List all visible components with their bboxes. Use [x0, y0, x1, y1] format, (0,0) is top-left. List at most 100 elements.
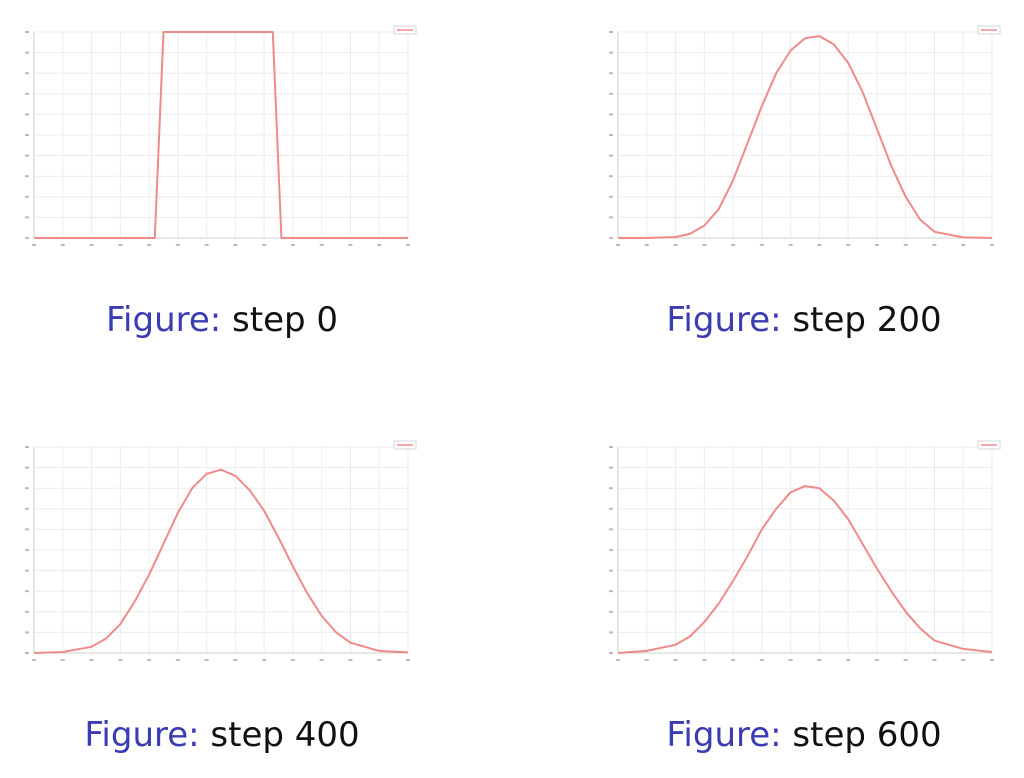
series-line	[618, 35, 993, 239]
y-tick-label	[609, 569, 613, 572]
caption-text: step 400	[210, 715, 360, 755]
x-tick-label	[233, 244, 238, 246]
y-tick-label	[609, 237, 613, 239]
y-tick-label	[609, 528, 613, 531]
y-tick-label	[25, 631, 29, 634]
x-tick-label	[319, 244, 324, 246]
chart-svg	[25, 440, 417, 661]
chart-svg	[609, 440, 1001, 661]
x-tick-label	[377, 244, 382, 246]
y-tick-label	[25, 31, 29, 33]
x-tick-label	[731, 659, 736, 661]
caption-step-0: Figure: step 0	[12, 300, 432, 340]
x-tick-label	[616, 659, 620, 661]
y-tick-label	[609, 113, 613, 116]
x-tick-label	[702, 659, 707, 661]
chart-step-600	[606, 435, 1006, 675]
x-tick-label	[759, 659, 764, 661]
caption-step-400: Figure: step 400	[12, 715, 432, 755]
y-tick-label	[609, 466, 613, 469]
caption-prefix: Figure:	[105, 300, 222, 340]
y-tick-label	[609, 652, 613, 654]
x-tick-label	[319, 659, 324, 661]
x-tick-label	[961, 244, 966, 246]
chart-step-400	[22, 435, 422, 675]
caption-text: step 600	[792, 715, 942, 755]
y-tick-label	[609, 31, 613, 33]
y-tick-label	[609, 446, 613, 448]
x-tick-label	[874, 659, 879, 661]
series-line	[617, 485, 993, 654]
y-tick-label	[25, 72, 29, 75]
y-tick-label	[25, 113, 29, 116]
x-tick-label	[731, 244, 736, 246]
y-tick-label	[609, 175, 613, 178]
x-tick-label	[961, 659, 966, 661]
x-tick-label	[874, 244, 879, 246]
x-tick-label	[118, 244, 123, 246]
x-tick-label	[932, 659, 937, 661]
y-tick-label	[25, 216, 29, 219]
y-tick-label	[25, 487, 29, 490]
x-tick-label	[673, 244, 678, 246]
x-tick-label	[377, 659, 382, 661]
x-tick-label	[903, 244, 908, 246]
series-line	[33, 468, 409, 654]
x-tick-label	[147, 244, 152, 246]
x-tick-label	[89, 659, 94, 661]
caption-prefix: Figure:	[666, 715, 782, 755]
x-tick-label	[175, 244, 180, 246]
y-tick-label	[25, 528, 29, 531]
x-tick-label	[990, 659, 994, 661]
y-tick-label	[609, 134, 613, 136]
x-tick-label	[89, 244, 94, 246]
chart-step-0	[22, 20, 422, 260]
y-tick-label	[25, 466, 29, 469]
x-tick-label	[846, 659, 851, 661]
y-tick-label	[609, 590, 613, 593]
x-tick-label	[290, 244, 295, 246]
series-line	[34, 31, 408, 239]
y-tick-label	[609, 195, 613, 198]
x-tick-label	[204, 244, 209, 246]
y-tick-label	[609, 631, 613, 634]
x-tick-label	[406, 244, 410, 246]
chart-svg	[609, 25, 1001, 246]
x-tick-label	[348, 244, 353, 246]
x-tick-label	[233, 659, 238, 661]
x-tick-label	[204, 659, 209, 661]
y-tick-label	[25, 507, 29, 510]
y-tick-label	[609, 92, 613, 95]
x-tick-label	[290, 659, 295, 661]
x-tick-label	[759, 244, 764, 246]
x-tick-label	[60, 244, 65, 246]
y-tick-label	[25, 175, 29, 178]
y-tick-label	[25, 590, 29, 593]
caption-prefix: Figure:	[666, 300, 782, 340]
x-tick-label	[846, 244, 851, 246]
x-tick-label	[60, 659, 65, 661]
x-tick-label	[32, 244, 36, 246]
y-tick-label	[25, 134, 29, 136]
x-tick-label	[702, 244, 707, 246]
y-tick-label	[25, 652, 29, 654]
x-tick-label	[262, 659, 267, 661]
x-tick-label	[788, 659, 793, 661]
y-tick-label	[609, 216, 613, 219]
y-tick-label	[25, 610, 29, 613]
y-tick-label	[609, 51, 613, 54]
x-tick-label	[903, 659, 908, 661]
y-tick-label	[25, 446, 29, 448]
y-tick-label	[609, 154, 613, 157]
caption-step-200: Figure: step 200	[594, 300, 1014, 340]
x-tick-label	[644, 244, 649, 246]
y-tick-label	[25, 92, 29, 95]
x-tick-label	[32, 659, 36, 661]
x-tick-label	[817, 244, 822, 246]
y-tick-label	[609, 72, 613, 75]
caption-prefix: Figure:	[84, 715, 200, 755]
caption-step-600: Figure: step 600	[594, 715, 1014, 755]
caption-text: step 200	[792, 300, 942, 340]
y-tick-label	[25, 195, 29, 198]
x-tick-label	[990, 244, 994, 246]
